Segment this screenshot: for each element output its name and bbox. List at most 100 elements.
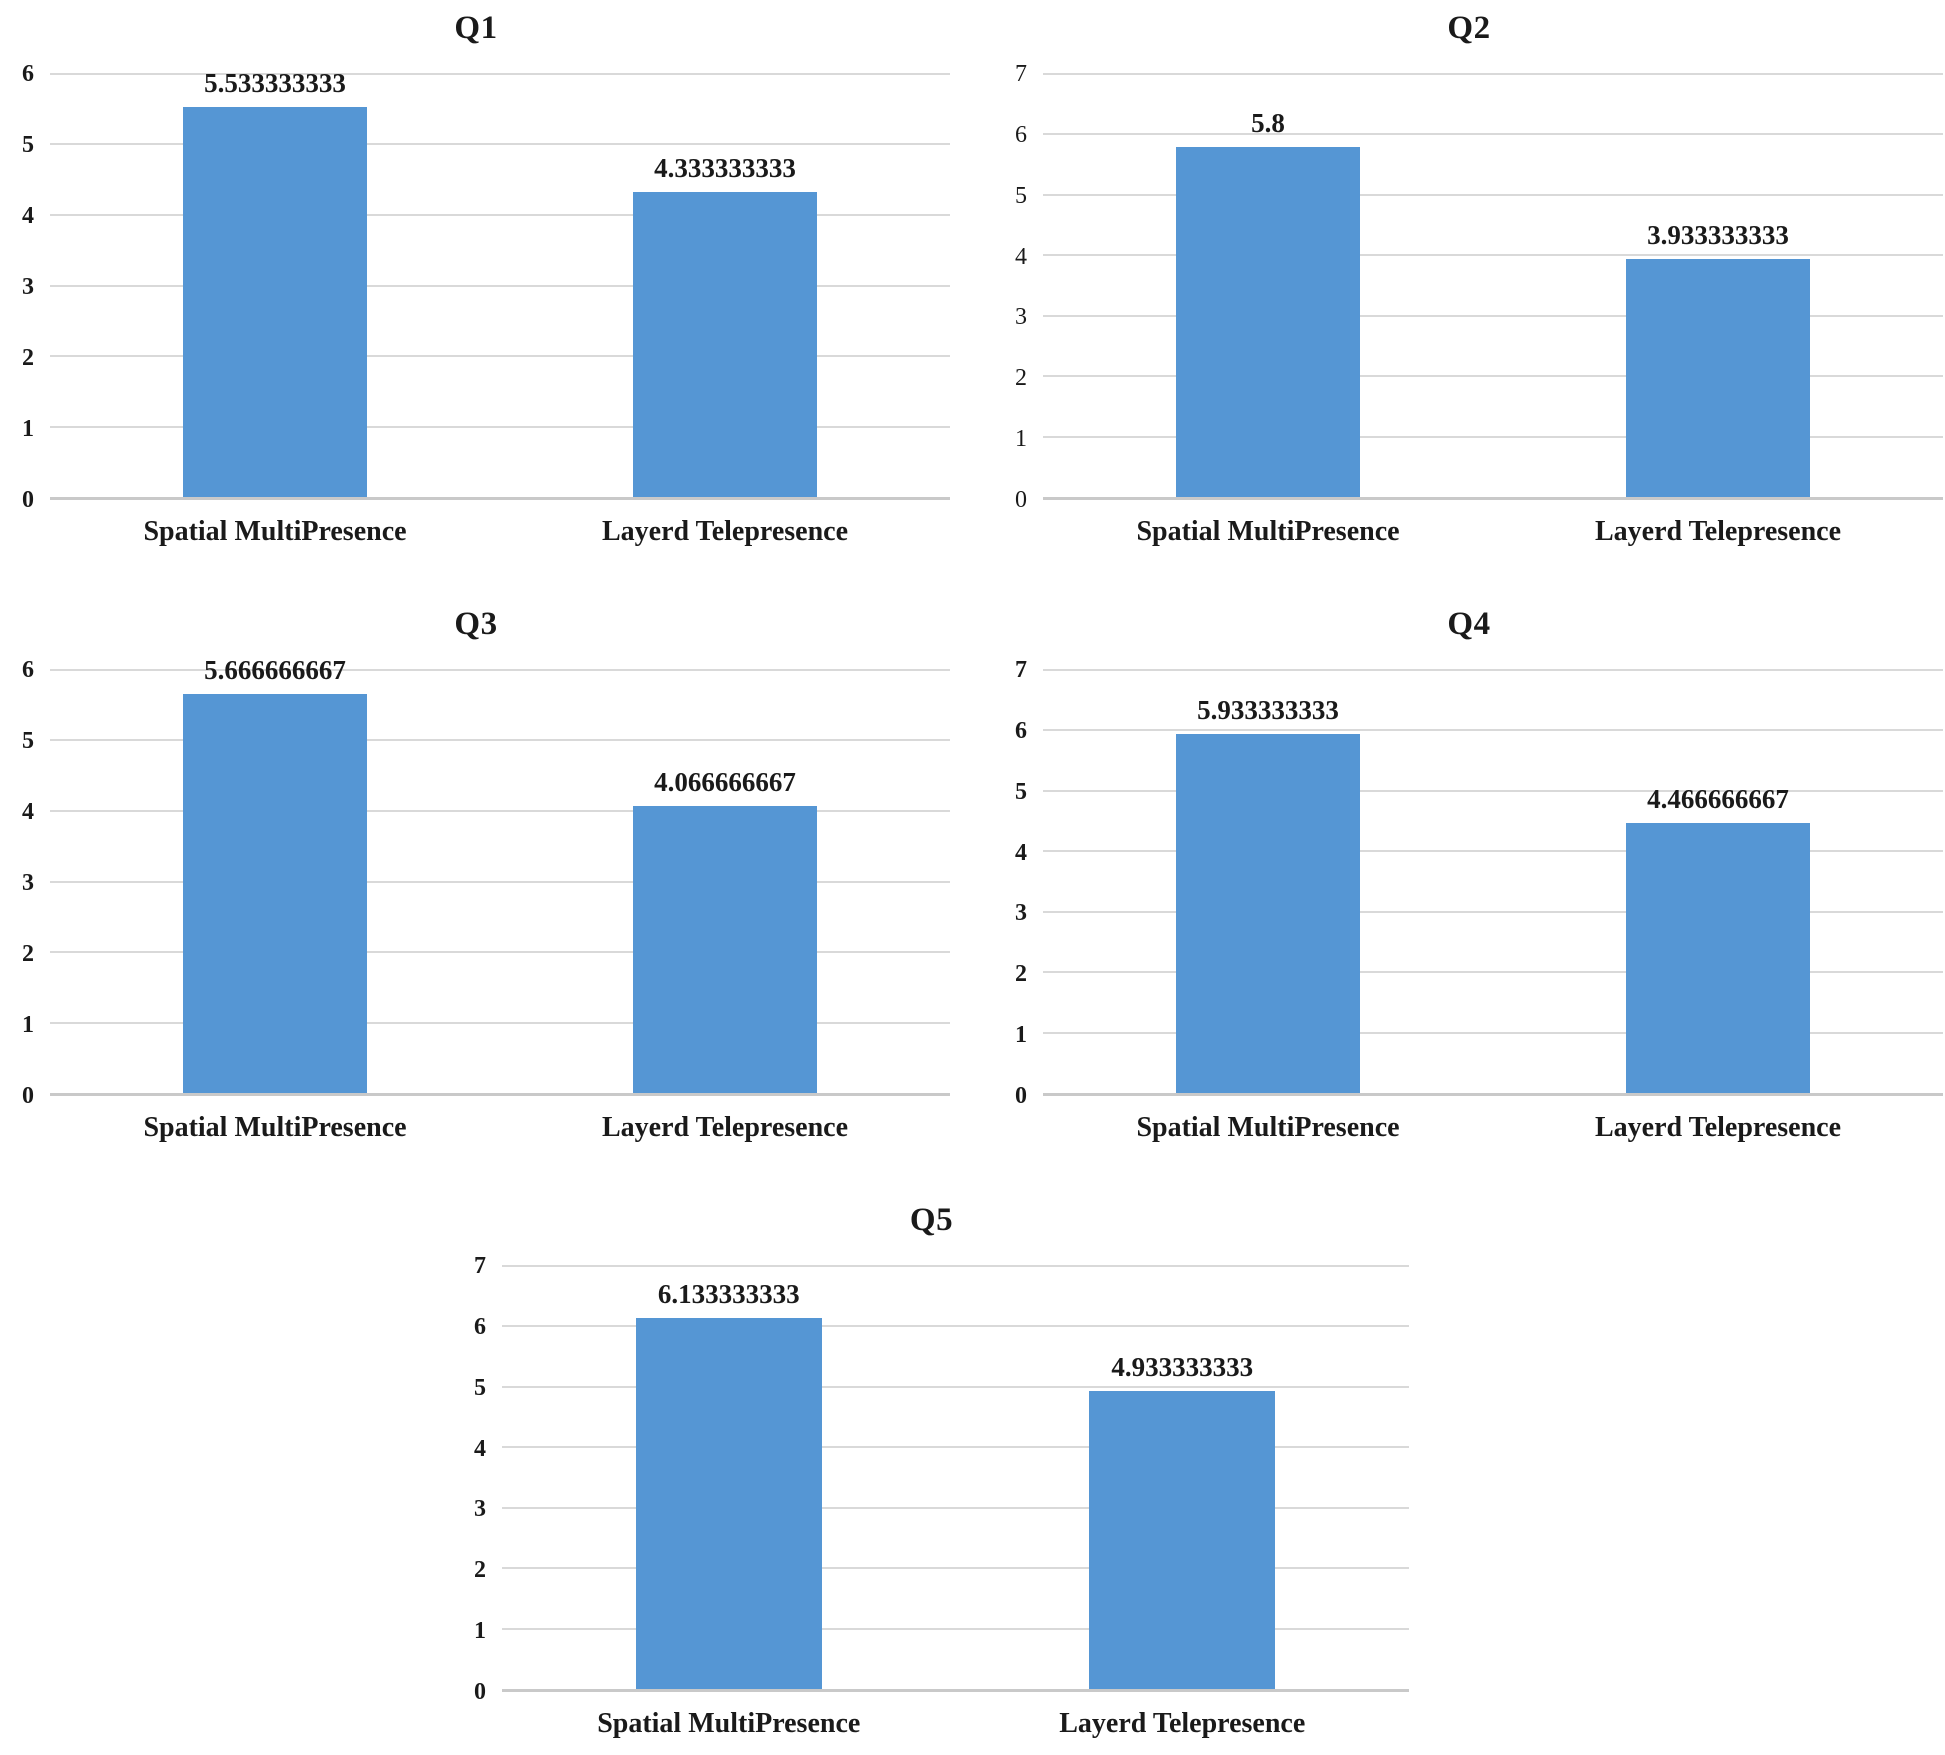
chart-title: Q5 [909,1202,954,1238]
gridline [1043,193,1943,196]
gridline [50,1021,950,1024]
gridline [1043,375,1943,378]
y-tick-label: 4 [22,798,34,825]
bar-layerd-telepresence [632,191,818,497]
gridline [50,669,950,671]
bar-value-label: 4.933333333 [1111,1351,1254,1382]
bar-spatial-multipresence [1175,146,1361,497]
plot-area: 5.933333333 4.466666667 [1043,669,1943,1096]
x-axis: Spatial MultiPresence Layerd Telepresence [1043,500,1943,558]
chart-plot-region: 7 6 5 4 3 2 1 0 5.8 3.933333333 [995,62,1943,512]
y-tick-label: 5 [1015,182,1027,209]
y-tick-label: 4 [22,202,34,229]
y-tick-label: 1 [474,1618,486,1645]
category-label-layerd-telepresence: Layerd Telepresence [1059,1708,1306,1739]
category-label-spatial-multipresence: Spatial MultiPresence [1136,1112,1400,1143]
gridline [50,284,950,287]
y-tick-label: 7 [1015,657,1027,683]
y-tick-label: 1 [22,1012,34,1038]
gridline [1043,850,1943,853]
y-tick-label: 1 [22,416,34,442]
y-tick-label: 2 [474,1557,486,1584]
bar-value-label: 5.666666667 [204,654,346,685]
chart-q2: Q2 7 6 5 4 3 2 1 0 5.8 3.933333333 Spatial MultiPre… [995,8,1943,558]
y-tick-label: 1 [1015,426,1027,453]
chart-title: Q3 [454,606,498,642]
chart-q4: Q4 7 6 5 4 3 2 1 0 5.933333333 4.466666667 Spatial … [995,604,1943,1154]
chart-q1: Q1 6 5 4 3 2 1 0 5.533333333 4.333333333 Spatial M… [2,8,950,558]
y-tick-label: 5 [22,131,34,158]
gridline [1043,73,1943,75]
y-tick-label: 1 [1015,1022,1027,1049]
gridline [1043,789,1943,792]
gridline [1043,1031,1943,1034]
chart-plot-region: 7 6 5 4 3 2 1 0 6.133333333 4.933333333 [454,1254,1409,1704]
category-label-layerd-telepresence: Layerd Telepresence [601,1112,849,1143]
bar-layerd-telepresence [1625,823,1811,1093]
gridline [50,739,950,742]
gridline [1043,910,1943,913]
gridline [50,425,950,428]
category-label-layerd-telepresence: Layerd Telepresence [1594,1112,1842,1143]
gridline [502,1325,1409,1328]
y-axis: 6 5 4 3 2 1 0 [2,62,50,512]
x-axis: Spatial MultiPresence Layerd Telepresence [502,1692,1409,1750]
bar-spatial-multipresence [1175,734,1361,1093]
bar-layerd-telepresence [1625,259,1811,497]
x-axis: Spatial MultiPresence Layerd Telepresence [1043,1096,1943,1154]
bar-value-label: 6.133333333 [657,1279,800,1310]
chart-q5: Q5 7 6 5 4 3 2 1 0 6.133333333 4.933333333 Spatial … [454,1200,1409,1750]
chart-plot-region: 6 5 4 3 2 1 0 5.533333333 4.333333333 [2,62,950,512]
gridline [50,354,950,357]
y-tick-label: 6 [22,657,34,683]
plot-area: 5.666666667 4.066666667 [50,656,950,1096]
y-tick-label: 0 [22,487,34,513]
gridline [1043,729,1943,732]
y-tick-label: 7 [1015,61,1027,87]
y-tick-label: 3 [22,870,34,896]
category-label-spatial-multipresence: Spatial MultiPresence [1136,516,1400,547]
gridline [1043,133,1943,136]
gridline [502,1265,1409,1267]
gridline [50,950,950,953]
chart-title: Q2 [1447,10,1491,46]
category-label-layerd-telepresence: Layerd Telepresence [601,516,849,547]
gridline [50,73,950,75]
y-tick-label: 6 [1015,717,1027,744]
bar-value-label: 4.466666667 [1647,784,1789,815]
gridline [502,1446,1409,1449]
y-tick-label: 5 [1015,778,1027,805]
y-tick-label: 6 [474,1313,486,1340]
y-tick-label: 0 [22,1083,34,1109]
y-tick-label: 6 [1015,121,1027,148]
category-label-spatial-multipresence: Spatial MultiPresence [143,516,407,547]
bar-value-label: 5.933333333 [1197,695,1339,726]
gridline [502,1627,1409,1630]
plot-area: 5.8 3.933333333 [1043,73,1943,500]
bar-value-label: 5.8 [1251,107,1285,138]
gridline [1043,254,1943,257]
chart-plot-region: 6 5 4 3 2 1 0 5.666666667 4.066666667 [2,656,950,1108]
charts-row-3: Q5 7 6 5 4 3 2 1 0 6.133333333 4.933333333 Spatial … [0,1200,1945,1750]
y-tick-label: 2 [22,940,34,967]
bar-layerd-telepresence [632,806,818,1093]
gridline [1043,435,1943,438]
y-axis: 7 6 5 4 3 2 1 0 [454,1254,502,1704]
y-axis: 6 5 4 3 2 1 0 [2,658,50,1108]
gridline [502,1385,1409,1388]
bar-value-label: 5.533333333 [204,67,346,98]
y-tick-label: 7 [474,1253,486,1279]
y-tick-label: 2 [22,344,34,371]
y-tick-label: 3 [1015,304,1027,331]
gridline [502,1506,1409,1509]
y-tick-label: 3 [1015,900,1027,927]
y-tick-label: 0 [1015,487,1027,513]
x-axis: Spatial MultiPresence Layerd Telepresence [50,500,950,558]
y-tick-label: 4 [474,1435,486,1462]
chart-title: Q4 [1447,606,1491,642]
gridline [50,213,950,216]
bar-value-label: 4.066666667 [654,767,796,798]
y-tick-label: 2 [1015,961,1027,988]
gridline [1043,314,1943,317]
gridline [50,809,950,812]
